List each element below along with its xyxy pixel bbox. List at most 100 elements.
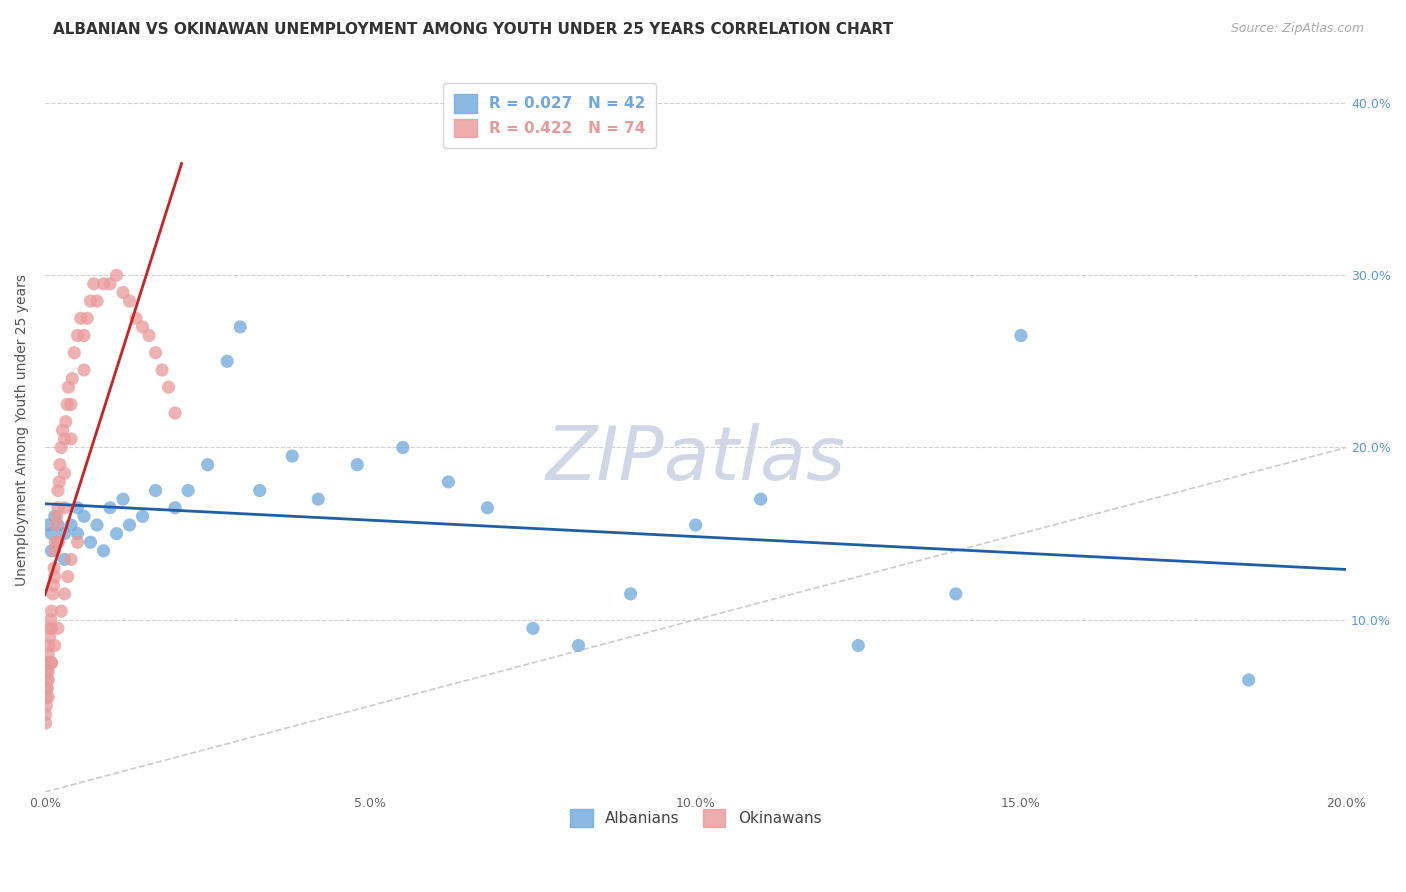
Albanians bbox=[46, 535, 69, 549]
Albanians bbox=[249, 483, 271, 498]
Albanians bbox=[945, 587, 967, 601]
Okinawans bbox=[66, 328, 89, 343]
Albanians bbox=[105, 526, 128, 541]
Albanians bbox=[79, 535, 101, 549]
Okinawans bbox=[105, 268, 128, 283]
Okinawans bbox=[39, 621, 62, 635]
Albanians bbox=[307, 492, 329, 507]
Okinawans bbox=[44, 569, 66, 583]
Okinawans bbox=[41, 604, 63, 618]
Albanians bbox=[567, 639, 589, 653]
Okinawans bbox=[53, 587, 76, 601]
Okinawans bbox=[41, 656, 63, 670]
Albanians bbox=[131, 509, 153, 524]
Okinawans bbox=[42, 578, 65, 592]
Albanians bbox=[41, 544, 63, 558]
Okinawans bbox=[157, 380, 180, 394]
Okinawans bbox=[46, 535, 69, 549]
Okinawans bbox=[42, 587, 65, 601]
Albanians bbox=[145, 483, 167, 498]
Albanians bbox=[66, 500, 89, 515]
Okinawans bbox=[35, 698, 58, 713]
Text: ALBANIAN VS OKINAWAN UNEMPLOYMENT AMONG YOUTH UNDER 25 YEARS CORRELATION CHART: ALBANIAN VS OKINAWAN UNEMPLOYMENT AMONG … bbox=[53, 22, 894, 37]
Okinawans bbox=[145, 345, 167, 359]
Okinawans bbox=[53, 432, 76, 446]
Albanians bbox=[437, 475, 460, 489]
Okinawans bbox=[125, 311, 148, 326]
Okinawans bbox=[63, 345, 86, 359]
Albanians bbox=[477, 500, 499, 515]
Albanians bbox=[749, 492, 772, 507]
Albanians bbox=[392, 441, 415, 455]
Albanians bbox=[98, 500, 121, 515]
Okinawans bbox=[59, 432, 82, 446]
Text: ZIPatlas: ZIPatlas bbox=[546, 423, 845, 495]
Okinawans bbox=[48, 475, 70, 489]
Okinawans bbox=[44, 639, 66, 653]
Okinawans bbox=[38, 639, 60, 653]
Okinawans bbox=[73, 328, 96, 343]
Okinawans bbox=[37, 665, 59, 679]
Albanians bbox=[217, 354, 239, 368]
Albanians bbox=[41, 526, 63, 541]
Okinawans bbox=[59, 397, 82, 411]
Okinawans bbox=[34, 707, 56, 722]
Okinawans bbox=[58, 380, 80, 394]
Albanians bbox=[229, 319, 252, 334]
Okinawans bbox=[44, 535, 66, 549]
Legend: Albanians, Okinawans: Albanians, Okinawans bbox=[562, 801, 830, 835]
Okinawans bbox=[39, 613, 62, 627]
Okinawans bbox=[38, 656, 60, 670]
Albanians bbox=[53, 552, 76, 566]
Albanians bbox=[619, 587, 641, 601]
Albanians bbox=[93, 544, 115, 558]
Text: Source: ZipAtlas.com: Source: ZipAtlas.com bbox=[1230, 22, 1364, 36]
Okinawans bbox=[35, 681, 58, 696]
Okinawans bbox=[44, 544, 66, 558]
Okinawans bbox=[46, 621, 69, 635]
Okinawans bbox=[41, 656, 63, 670]
Okinawans bbox=[37, 690, 59, 705]
Albanians bbox=[86, 518, 108, 533]
Okinawans bbox=[51, 423, 73, 437]
Okinawans bbox=[56, 569, 79, 583]
Okinawans bbox=[46, 500, 69, 515]
Okinawans bbox=[37, 673, 59, 687]
Okinawans bbox=[93, 277, 115, 291]
Okinawans bbox=[45, 509, 67, 524]
Okinawans bbox=[73, 363, 96, 377]
Albanians bbox=[281, 449, 304, 463]
Okinawans bbox=[150, 363, 173, 377]
Albanians bbox=[59, 518, 82, 533]
Okinawans bbox=[46, 483, 69, 498]
Albanians bbox=[177, 483, 200, 498]
Okinawans bbox=[38, 630, 60, 644]
Okinawans bbox=[55, 415, 77, 429]
Okinawans bbox=[37, 656, 59, 670]
Albanians bbox=[118, 518, 141, 533]
Albanians bbox=[685, 518, 707, 533]
Albanians bbox=[1010, 328, 1032, 343]
Albanians bbox=[37, 518, 59, 533]
Okinawans bbox=[66, 535, 89, 549]
Okinawans bbox=[35, 690, 58, 705]
Okinawans bbox=[76, 311, 98, 326]
Albanians bbox=[53, 526, 76, 541]
Okinawans bbox=[53, 467, 76, 481]
Okinawans bbox=[35, 665, 58, 679]
Okinawans bbox=[49, 458, 72, 472]
Okinawans bbox=[45, 518, 67, 533]
Y-axis label: Unemployment Among Youth under 25 years: Unemployment Among Youth under 25 years bbox=[15, 274, 30, 586]
Okinawans bbox=[56, 397, 79, 411]
Okinawans bbox=[165, 406, 187, 420]
Okinawans bbox=[118, 294, 141, 309]
Okinawans bbox=[42, 561, 65, 575]
Okinawans bbox=[83, 277, 105, 291]
Okinawans bbox=[59, 552, 82, 566]
Albanians bbox=[73, 509, 96, 524]
Albanians bbox=[522, 621, 544, 635]
Okinawans bbox=[138, 328, 160, 343]
Okinawans bbox=[51, 441, 73, 455]
Albanians bbox=[1237, 673, 1260, 687]
Okinawans bbox=[112, 285, 135, 300]
